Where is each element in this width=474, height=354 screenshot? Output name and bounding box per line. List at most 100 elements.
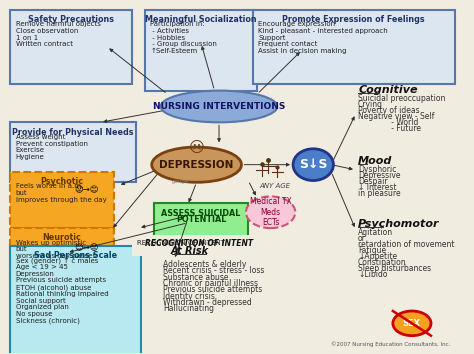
Text: ANY AGE: ANY AGE	[260, 183, 291, 189]
Text: ASSESS SUICIDAL: ASSESS SUICIDAL	[161, 209, 241, 218]
Text: Dysphoric: Dysphoric	[358, 165, 396, 174]
Text: Constipation: Constipation	[358, 258, 407, 268]
Text: Written contract: Written contract	[16, 41, 73, 47]
Text: Support: Support	[258, 35, 285, 41]
Text: improves through the day: improves through the day	[16, 197, 107, 203]
Text: Remove harmful objects: Remove harmful objects	[16, 21, 100, 27]
Text: Mood: Mood	[358, 156, 392, 166]
Text: Adolescents & elderly: Adolescents & elderly	[163, 260, 246, 269]
Text: 😟→😊: 😟→😊	[74, 185, 99, 194]
Ellipse shape	[161, 91, 277, 122]
Text: POTENTIAL: POTENTIAL	[176, 216, 226, 224]
Text: retardation of movement: retardation of movement	[358, 240, 455, 250]
Text: Organized plan: Organized plan	[16, 304, 69, 310]
Text: ☹: ☹	[189, 139, 205, 155]
Text: Fatigue: Fatigue	[358, 246, 386, 256]
Text: Cognitive: Cognitive	[358, 85, 418, 95]
Text: Promote Expression of Feelings: Promote Expression of Feelings	[283, 15, 425, 24]
Text: Sad Persons Scale: Sad Persons Scale	[34, 251, 117, 260]
FancyBboxPatch shape	[10, 246, 140, 354]
Text: in pleasure: in pleasure	[358, 189, 401, 198]
Text: Agitation: Agitation	[358, 228, 393, 238]
Text: Sex (gender) ↑ c males: Sex (gender) ↑ c males	[16, 257, 98, 264]
Text: Age < 19 > 45: Age < 19 > 45	[16, 264, 68, 270]
Text: Neurotic: Neurotic	[43, 233, 82, 242]
Text: but: but	[16, 190, 27, 196]
Text: No spouse: No spouse	[16, 311, 52, 317]
Text: ↑Self-Esteem: ↑Self-Esteem	[150, 48, 198, 54]
Text: Feels worse in a.m.: Feels worse in a.m.	[16, 183, 83, 189]
Text: Sleep disturbances: Sleep disturbances	[358, 264, 431, 273]
Ellipse shape	[293, 149, 333, 181]
Text: RECOGNITION OF INTENT: RECOGNITION OF INTENT	[145, 239, 253, 248]
Text: Kind - pleasant - interested approach: Kind - pleasant - interested approach	[258, 28, 388, 34]
Text: Recent crisis - stress - loss: Recent crisis - stress - loss	[163, 266, 264, 275]
Text: ↓ Interest: ↓ Interest	[358, 183, 397, 192]
Text: Hygiene: Hygiene	[16, 154, 45, 160]
Text: Suicidal preoccupation: Suicidal preoccupation	[358, 95, 446, 103]
Text: Psychotic: Psychotic	[40, 177, 83, 186]
FancyBboxPatch shape	[10, 228, 114, 285]
Text: gauge: gauge	[172, 179, 190, 184]
Text: 1 on 1: 1 on 1	[16, 35, 38, 41]
Text: Depressive: Depressive	[358, 171, 401, 180]
Text: At Risk: At Risk	[171, 246, 209, 256]
Text: - Future: - Future	[358, 125, 421, 133]
Text: ©2007 Nursing Education Consultants, Inc.: ©2007 Nursing Education Consultants, Inc…	[331, 341, 451, 347]
FancyBboxPatch shape	[145, 10, 257, 91]
Text: or: or	[358, 234, 366, 244]
Text: Negative view - Self: Negative view - Self	[358, 113, 435, 121]
Text: - Activities: - Activities	[150, 28, 190, 34]
Text: Chronic or painful illness: Chronic or painful illness	[163, 279, 258, 288]
Text: - Group discussion: - Group discussion	[150, 41, 217, 47]
Text: Medical TX
Meds
ECTs: Medical TX Meds ECTs	[250, 198, 292, 227]
Text: Social support: Social support	[16, 298, 65, 304]
Text: Participation in:: Participation in:	[150, 21, 205, 27]
Text: 😊→😟: 😊→😟	[74, 243, 99, 252]
Text: Despair: Despair	[358, 177, 388, 186]
Text: SEX: SEX	[403, 319, 421, 328]
Text: Provide for Physical Needs: Provide for Physical Needs	[12, 128, 134, 137]
Text: Depression: Depression	[16, 271, 55, 277]
Text: DEPRESSION: DEPRESSION	[159, 160, 234, 170]
Text: Frequent contact: Frequent contact	[258, 41, 318, 47]
Text: Assess weight: Assess weight	[16, 134, 65, 140]
Text: Crying: Crying	[358, 101, 383, 109]
Text: but: but	[16, 246, 27, 252]
Text: ↓Libido: ↓Libido	[358, 270, 388, 279]
Text: - World: - World	[358, 119, 419, 127]
Text: Psychomotor: Psychomotor	[358, 219, 439, 229]
FancyBboxPatch shape	[10, 172, 114, 228]
Text: Prevent constipation: Prevent constipation	[16, 141, 88, 147]
Text: - Hobbies: - Hobbies	[150, 35, 185, 41]
Text: Exercise: Exercise	[16, 147, 45, 153]
Text: Identity crisis: Identity crisis	[163, 292, 215, 301]
Text: worsens as day passes: worsens as day passes	[16, 253, 96, 259]
Text: Rational thinking impaired: Rational thinking impaired	[16, 291, 109, 297]
Text: ↓Appetite: ↓Appetite	[358, 252, 397, 262]
FancyBboxPatch shape	[132, 235, 257, 256]
Ellipse shape	[393, 311, 431, 336]
Text: Close observation: Close observation	[16, 28, 78, 34]
Text: Encourage expression: Encourage expression	[258, 21, 335, 27]
Text: Previous suicide attempts: Previous suicide attempts	[163, 285, 262, 294]
Ellipse shape	[152, 147, 241, 182]
Text: Meaningful Socialization: Meaningful Socialization	[145, 15, 257, 24]
Text: Wakes up optimistic: Wakes up optimistic	[16, 240, 86, 246]
Text: NURSING INTERVENTIONS: NURSING INTERVENTIONS	[153, 102, 285, 111]
Text: ETOH (alcohol) abuse: ETOH (alcohol) abuse	[16, 284, 91, 291]
Text: Hallucinating: Hallucinating	[163, 304, 214, 313]
Text: Previous suicide attempts: Previous suicide attempts	[16, 278, 106, 284]
Text: Assist in decision making: Assist in decision making	[258, 48, 346, 54]
Text: Sickness (chronic): Sickness (chronic)	[16, 318, 80, 324]
Text: Substance abuse: Substance abuse	[163, 273, 228, 281]
FancyBboxPatch shape	[10, 10, 132, 84]
Text: S↓S: S↓S	[299, 158, 328, 171]
Text: Safety Precautions: Safety Precautions	[28, 15, 114, 24]
FancyBboxPatch shape	[154, 204, 248, 242]
Text: Withdrawn - depressed: Withdrawn - depressed	[163, 298, 252, 307]
FancyBboxPatch shape	[253, 10, 455, 84]
Text: Poverty of ideas: Poverty of ideas	[358, 107, 419, 115]
Ellipse shape	[246, 196, 295, 228]
FancyBboxPatch shape	[10, 122, 136, 182]
